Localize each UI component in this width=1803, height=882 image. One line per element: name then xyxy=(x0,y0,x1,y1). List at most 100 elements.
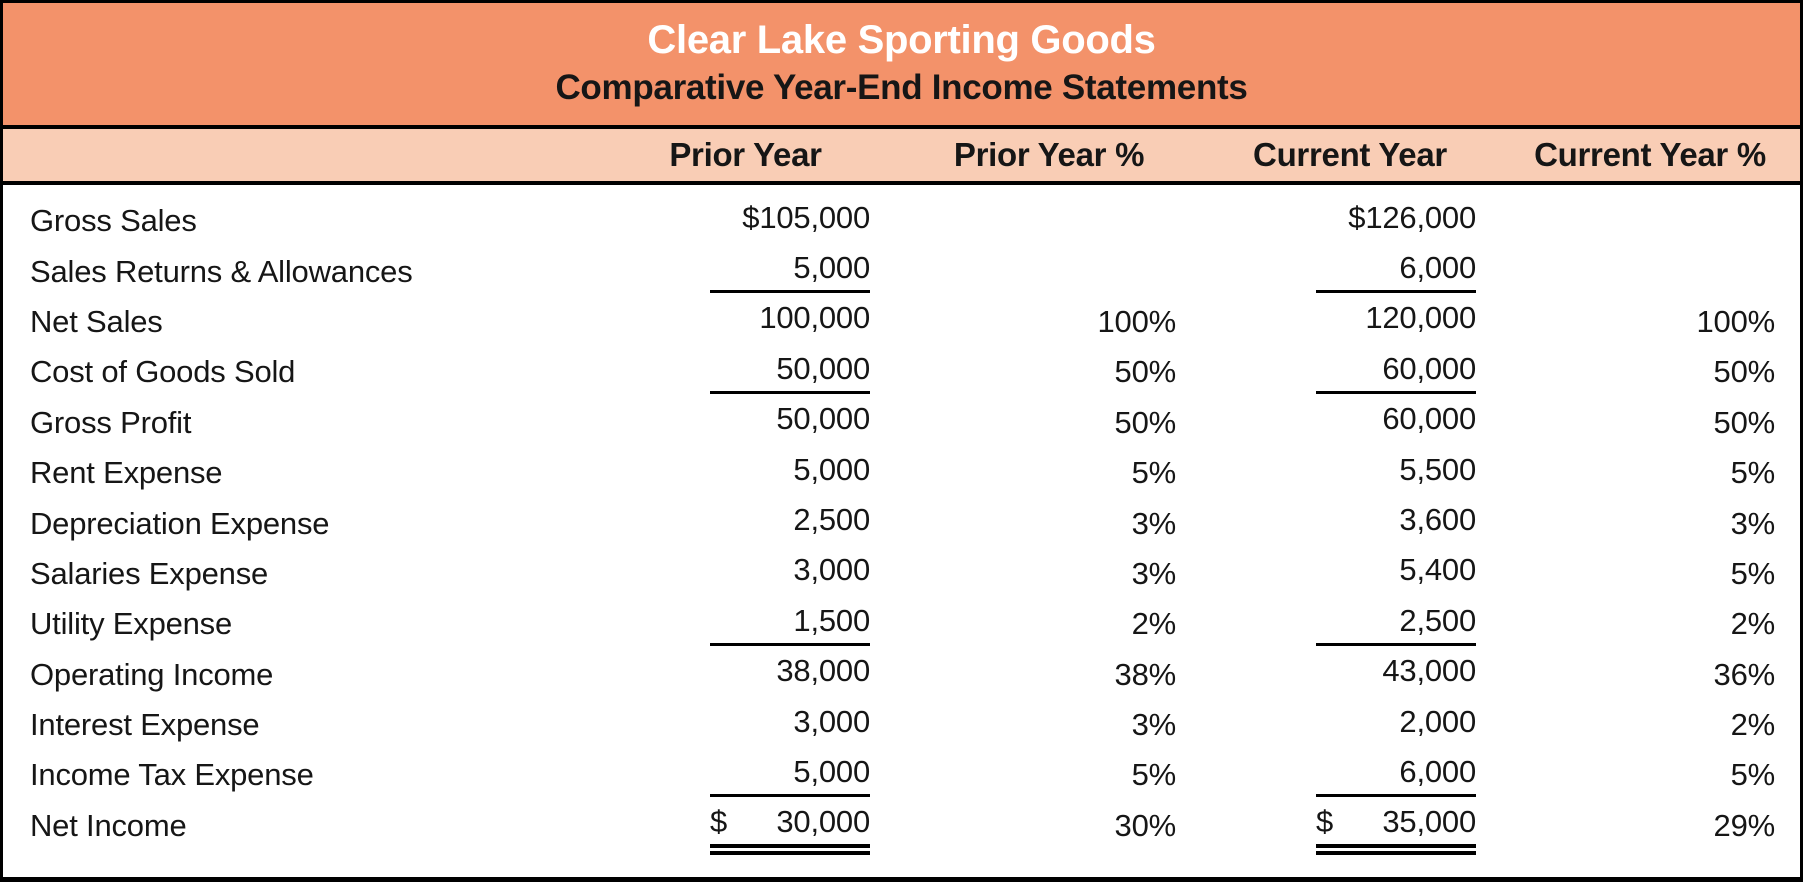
row-label: Income Tax Expense xyxy=(30,757,314,793)
current-year-amount: 6,000 xyxy=(1399,250,1476,286)
column-header-row: Prior Year Prior Year % Current Year Cur… xyxy=(3,129,1800,181)
current-year-amount-cell: $126,000 xyxy=(1200,200,1500,243)
prior-year-amount-cell: 1,500 xyxy=(593,603,898,646)
prior-year-amount: 3,000 xyxy=(793,703,870,739)
table-row: Depreciation Expense 2,500 3% 3,600 3% xyxy=(3,498,1800,548)
table-row: Utility Expense 1,500 2% 2,500 2% xyxy=(3,599,1800,649)
column-header-current-year-pct: Current Year % xyxy=(1534,136,1766,173)
prior-year-pct-cell: 3% xyxy=(898,707,1200,743)
current-year-amount-cell: $35,000 xyxy=(1200,804,1500,856)
current-year-pct-cell: 50% xyxy=(1500,405,1800,441)
table-row: Sales Returns & Allowances 5,000 6,000 xyxy=(3,246,1800,296)
current-year-pct: 100% xyxy=(1696,303,1776,339)
prior-year-amount-cell: $30,000 xyxy=(593,804,898,856)
row-label: Gross Profit xyxy=(30,404,192,440)
table-body: Gross Sales $105,000 $126,000 Sales Retu… xyxy=(3,185,1800,856)
prior-year-amount-cell: 2,500 xyxy=(593,502,898,545)
statement-subtitle: Comparative Year-End Income Statements xyxy=(555,68,1248,107)
current-year-pct-cell: 5% xyxy=(1500,455,1800,491)
table-row: Salaries Expense 3,000 3% 5,400 5% xyxy=(3,549,1800,599)
prior-year-pct: 3% xyxy=(1131,555,1177,591)
prior-year-pct: 100% xyxy=(1097,303,1177,339)
prior-year-amount-cell: 100,000 xyxy=(593,300,898,343)
current-year-pct: 50% xyxy=(1713,354,1776,390)
prior-year-pct-cell: 5% xyxy=(898,455,1200,491)
current-year-pct: 2% xyxy=(1730,606,1776,642)
prior-year-amount: 3,000 xyxy=(793,552,870,588)
row-label: Depreciation Expense xyxy=(30,505,330,541)
current-year-amount: 5,400 xyxy=(1399,552,1476,588)
prior-year-pct-cell: 30% xyxy=(898,808,1200,844)
row-label: Interest Expense xyxy=(30,707,260,743)
row-label: Net Income xyxy=(30,807,187,843)
prior-year-pct-cell: 100% xyxy=(898,304,1200,340)
prior-year-amount: 50,000 xyxy=(776,401,870,437)
prior-year-pct-cell: 38% xyxy=(898,657,1200,693)
current-year-pct: 3% xyxy=(1730,505,1776,541)
current-year-amount: $126,000 xyxy=(1348,199,1476,235)
current-year-pct-cell: 36% xyxy=(1500,657,1800,693)
current-year-amount-cell: 5,500 xyxy=(1200,452,1500,495)
prior-year-amount-cell: $105,000 xyxy=(593,200,898,243)
prior-year-amount: 38,000 xyxy=(776,653,870,689)
current-year-amount: 6,000 xyxy=(1399,753,1476,789)
prior-year-amount: 2,500 xyxy=(793,502,870,538)
current-year-amount: 60,000 xyxy=(1382,350,1476,386)
current-year-pct-cell: 5% xyxy=(1500,556,1800,592)
table-row: Gross Profit 50,000 50% 60,000 50% xyxy=(3,398,1800,448)
row-label: Operating Income xyxy=(30,656,274,692)
current-year-amount: 3,600 xyxy=(1399,502,1476,538)
prior-year-amount: 5,000 xyxy=(793,451,870,487)
row-label: Cost of Goods Sold xyxy=(30,354,296,390)
prior-year-amount: $105,000 xyxy=(742,199,870,235)
prior-year-amount: 100,000 xyxy=(759,300,870,336)
current-year-pct: 2% xyxy=(1730,707,1776,743)
column-header-prior-year-pct: Prior Year % xyxy=(953,136,1145,173)
current-year-pct: 29% xyxy=(1713,807,1776,843)
current-year-pct-cell: 2% xyxy=(1500,606,1800,642)
current-year-pct: 5% xyxy=(1730,757,1776,793)
current-year-amount: 2,500 xyxy=(1399,602,1476,638)
current-year-amount-cell: 60,000 xyxy=(1200,401,1500,444)
current-year-amount-cell: 2,000 xyxy=(1200,704,1500,747)
prior-year-pct: 3% xyxy=(1131,707,1177,743)
current-year-amount-cell: 6,000 xyxy=(1200,754,1500,797)
current-year-pct-cell: 29% xyxy=(1500,808,1800,844)
prior-year-pct-cell: 3% xyxy=(898,506,1200,542)
table-row: Interest Expense 3,000 3% 2,000 2% xyxy=(3,700,1800,750)
table-row: Rent Expense 5,000 5% 5,500 5% xyxy=(3,448,1800,498)
column-header-prior-year: Prior Year xyxy=(669,136,822,173)
row-label: Net Sales xyxy=(30,303,163,339)
table-row: Operating Income 38,000 38% 43,000 36% xyxy=(3,650,1800,700)
prior-year-amount-cell: 38,000 xyxy=(593,653,898,696)
prior-year-amount-cell: 50,000 xyxy=(593,351,898,394)
prior-year-pct: 3% xyxy=(1131,505,1177,541)
prior-year-pct-cell: 2% xyxy=(898,606,1200,642)
current-year-pct-cell: 50% xyxy=(1500,354,1800,390)
prior-year-pct: 30% xyxy=(1114,807,1177,843)
row-label: Rent Expense xyxy=(30,455,223,491)
current-year-amount-cell: 3,600 xyxy=(1200,502,1500,545)
row-label: Salaries Expense xyxy=(30,555,269,591)
prior-year-pct: 50% xyxy=(1114,354,1177,390)
current-year-amount: 43,000 xyxy=(1382,653,1476,689)
current-year-pct-cell: 2% xyxy=(1500,707,1800,743)
prior-year-amount: 50,000 xyxy=(776,350,870,386)
prior-year-amount-cell: 3,000 xyxy=(593,552,898,595)
column-header-current-year: Current Year xyxy=(1253,136,1447,173)
prior-year-pct: 38% xyxy=(1114,656,1177,692)
current-year-amount-cell: 120,000 xyxy=(1200,300,1500,343)
current-year-pct: 5% xyxy=(1730,555,1776,591)
current-year-pct-cell: 5% xyxy=(1500,757,1800,793)
prior-year-amount: 5,000 xyxy=(793,250,870,286)
prior-year-pct: 5% xyxy=(1131,455,1177,491)
title-band: Clear Lake Sporting Goods Comparative Ye… xyxy=(3,3,1800,129)
current-year-pct-cell: 3% xyxy=(1500,506,1800,542)
current-year-amount-cell: 6,000 xyxy=(1200,250,1500,294)
statement-title: Clear Lake Sporting Goods xyxy=(647,18,1156,62)
prior-year-pct-cell: 5% xyxy=(898,757,1200,793)
prior-year-pct-cell: 50% xyxy=(898,405,1200,441)
prior-year-amount-cell: 5,000 xyxy=(593,250,898,294)
table-row: Gross Sales $105,000 $126,000 xyxy=(3,196,1800,246)
